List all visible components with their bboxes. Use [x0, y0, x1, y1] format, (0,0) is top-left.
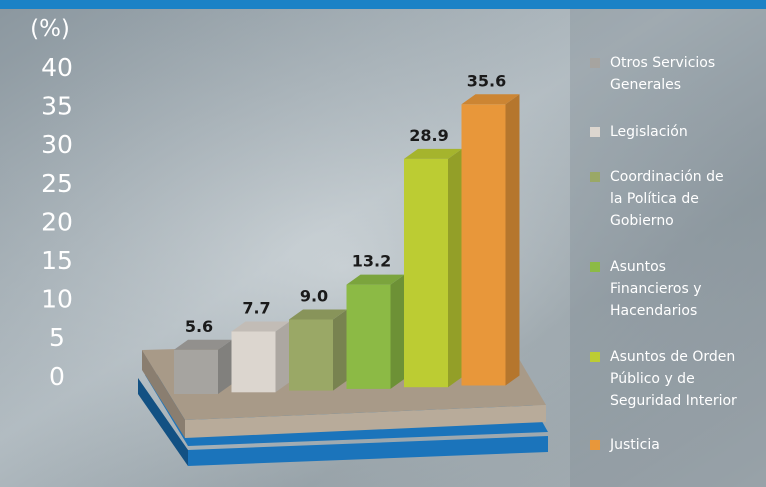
base-blue-layer-side	[138, 378, 188, 466]
legend-label: Legislación	[610, 124, 688, 140]
y-tick-label: 30	[41, 130, 73, 159]
bar-top	[461, 94, 520, 105]
bar-front	[461, 104, 506, 386]
bar-side	[390, 274, 405, 389]
legend-item: Otros Servicios Generales	[590, 52, 766, 96]
y-axis: (%) 40 35 30 25 20 15 10 5 0	[30, 16, 73, 391]
legend-item: Legislación	[590, 121, 766, 143]
top-accent-bar	[0, 0, 766, 9]
legend-swatch	[590, 172, 600, 182]
bar-front	[174, 349, 218, 394]
bar-value-label: 35.6	[467, 71, 506, 90]
y-tick-label: 40	[41, 53, 73, 82]
base-slab-side	[142, 350, 185, 438]
y-tick-label: 35	[41, 92, 73, 121]
y-tick-label: 25	[41, 169, 73, 198]
bar-side	[448, 148, 462, 388]
bar-front	[404, 158, 448, 388]
bar-side	[275, 321, 290, 393]
bar-value-label: 28.9	[409, 126, 448, 145]
y-tick-label: 10	[41, 285, 73, 314]
base-slab-front	[185, 405, 546, 438]
legend-panel	[570, 0, 766, 487]
legend-item: Asuntos Financieros y Hacendarios	[590, 256, 766, 322]
bar-front	[289, 319, 333, 391]
legend-item: Coordinación de la Política de Gobierno	[590, 166, 766, 232]
legend-item: Asuntos de Orden Público y de Seguridad In…	[590, 346, 766, 412]
bar-top	[174, 339, 232, 350]
bar-front	[346, 284, 391, 389]
bar-value-label: 5.6	[185, 317, 213, 336]
bar-side	[505, 94, 520, 386]
y-tick-label: 5	[49, 323, 65, 352]
base-blue-layer-front	[188, 436, 548, 466]
bar-front	[231, 331, 276, 393]
legend-swatch	[590, 127, 600, 137]
legend-swatch	[590, 58, 600, 68]
y-axis-unit-label: (%)	[30, 16, 70, 42]
y-tick-label: 15	[41, 246, 73, 275]
bar-top	[404, 148, 462, 159]
legend-label: Asuntos Financieros y Hacendarios	[610, 259, 702, 319]
bar-top	[346, 274, 405, 285]
legend-swatch	[590, 352, 600, 362]
bar-value-label: 9.0	[300, 287, 328, 306]
legend-label: Asuntos de Orden Público y de Seguridad In…	[610, 349, 737, 409]
y-tick-label: 20	[41, 207, 73, 236]
legend-swatch	[590, 440, 600, 450]
bar-side	[218, 339, 232, 394]
bar-top	[231, 321, 290, 332]
legend-label: Otros Servicios Generales	[610, 55, 716, 93]
bar-top	[289, 309, 347, 320]
data-labels: 5.6 7.7 9.0 13.2 28.9 35.6	[185, 71, 506, 336]
legend-item: Justicia	[590, 434, 766, 456]
legend-swatch	[590, 262, 600, 272]
bar-value-label: 13.2	[352, 252, 391, 271]
bar-side	[333, 309, 347, 391]
legend: Otros Servicios Generales Legislación Coord…	[570, 0, 766, 487]
y-tick-label: 0	[49, 362, 65, 391]
bar-value-label: 7.7	[242, 298, 270, 317]
legend-label: Coordinación de la Política de Gobierno	[610, 169, 724, 229]
legend-label: Justicia	[610, 437, 660, 453]
bars	[174, 94, 520, 394]
